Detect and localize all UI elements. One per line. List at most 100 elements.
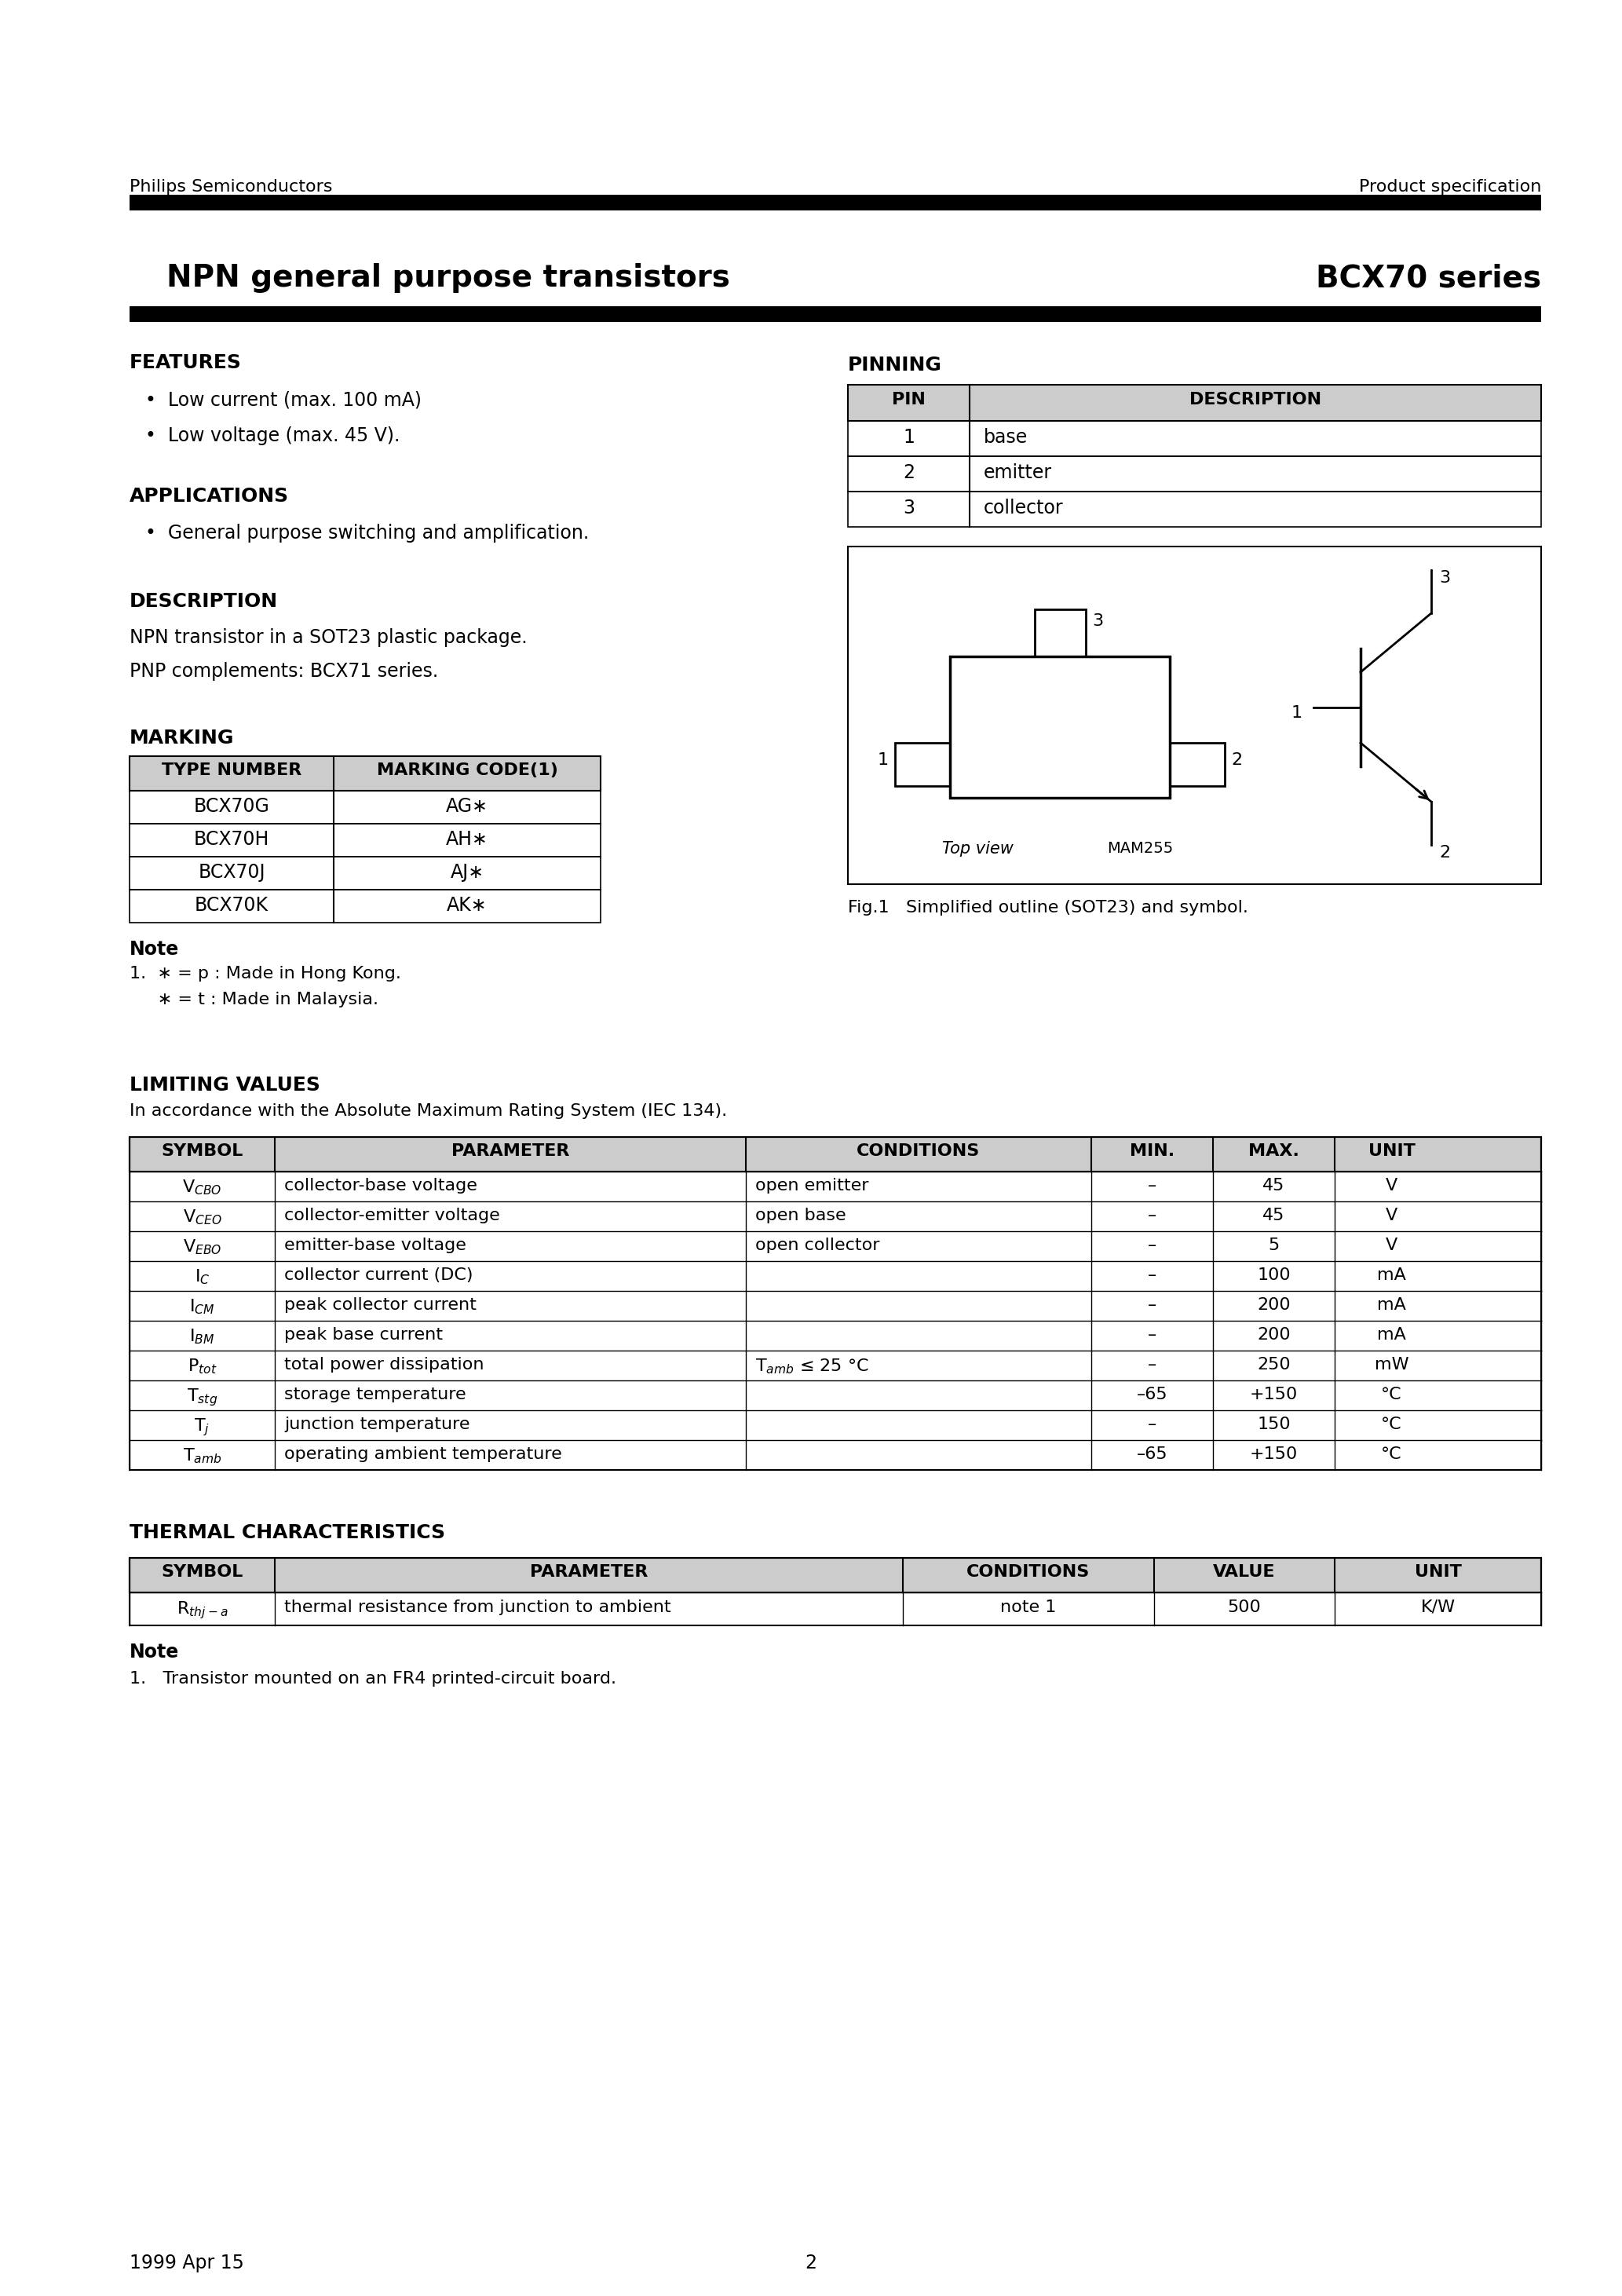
- Bar: [1035, 608, 1085, 657]
- Text: 1.  ∗ = p : Made in Hong Kong.: 1. ∗ = p : Made in Hong Kong.: [130, 967, 401, 980]
- Text: collector: collector: [983, 498, 1064, 517]
- Text: mA: mA: [1377, 1297, 1406, 1313]
- Text: 1: 1: [903, 427, 915, 448]
- Bar: [130, 856, 600, 889]
- Bar: [130, 305, 1541, 321]
- Text: operating ambient temperature: operating ambient temperature: [284, 1446, 561, 1463]
- Bar: [1169, 744, 1225, 785]
- Text: open emitter: open emitter: [756, 1178, 869, 1194]
- Text: DESCRIPTION: DESCRIPTION: [1189, 393, 1322, 406]
- Text: –: –: [1148, 1178, 1156, 1194]
- Text: –: –: [1148, 1267, 1156, 1283]
- Text: T$_{amb}$ ≤ 25 °C: T$_{amb}$ ≤ 25 °C: [756, 1357, 869, 1375]
- Text: total power dissipation: total power dissipation: [284, 1357, 483, 1373]
- Text: peak base current: peak base current: [284, 1327, 443, 1343]
- Bar: [848, 546, 1541, 884]
- Text: V$_{CBO}$: V$_{CBO}$: [182, 1178, 222, 1196]
- Text: 5: 5: [1268, 1238, 1280, 1254]
- Text: PINNING: PINNING: [848, 356, 942, 374]
- Text: 3: 3: [1439, 569, 1450, 585]
- Text: –: –: [1148, 1417, 1156, 1433]
- Text: mW: mW: [1374, 1357, 1408, 1373]
- Text: AK∗: AK∗: [448, 895, 487, 914]
- Bar: [130, 1559, 1541, 1626]
- Text: –: –: [1148, 1238, 1156, 1254]
- Text: 2: 2: [903, 464, 915, 482]
- Text: P$_{tot}$: P$_{tot}$: [187, 1357, 217, 1375]
- Text: open collector: open collector: [756, 1238, 879, 1254]
- Text: °C: °C: [1380, 1387, 1401, 1403]
- Bar: [848, 386, 1541, 420]
- Text: Note: Note: [130, 1642, 178, 1662]
- Bar: [848, 420, 1541, 457]
- Text: CONDITIONS: CONDITIONS: [856, 1143, 980, 1159]
- Text: NPN transistor in a SOT23 plastic package.: NPN transistor in a SOT23 plastic packag…: [130, 629, 527, 647]
- Bar: [130, 824, 600, 856]
- Text: T$_j$: T$_j$: [195, 1417, 211, 1437]
- Text: 45: 45: [1262, 1208, 1285, 1224]
- Bar: [130, 889, 600, 923]
- Text: AH∗: AH∗: [446, 829, 488, 850]
- Bar: [950, 657, 1169, 797]
- Text: 1: 1: [1291, 705, 1302, 721]
- Bar: [895, 744, 950, 785]
- Text: –: –: [1148, 1357, 1156, 1373]
- Text: THERMAL CHARACTERISTICS: THERMAL CHARACTERISTICS: [130, 1522, 446, 1543]
- Text: V: V: [1385, 1238, 1398, 1254]
- Text: peak collector current: peak collector current: [284, 1297, 477, 1313]
- Text: °C: °C: [1380, 1446, 1401, 1463]
- Bar: [130, 1559, 1541, 1593]
- Text: 3: 3: [1092, 613, 1103, 629]
- Text: FEATURES: FEATURES: [130, 354, 242, 372]
- Text: PARAMETER: PARAMETER: [451, 1143, 569, 1159]
- Text: mA: mA: [1377, 1267, 1406, 1283]
- Text: MAX.: MAX.: [1249, 1143, 1299, 1159]
- Text: junction temperature: junction temperature: [284, 1417, 470, 1433]
- Bar: [130, 195, 1541, 211]
- Text: V$_{EBO}$: V$_{EBO}$: [183, 1238, 222, 1256]
- Text: BCX70J: BCX70J: [198, 863, 266, 882]
- Text: collector-base voltage: collector-base voltage: [284, 1178, 477, 1194]
- Text: Fig.1   Simplified outline (SOT23) and symbol.: Fig.1 Simplified outline (SOT23) and sym…: [848, 900, 1249, 916]
- Text: collector current (DC): collector current (DC): [284, 1267, 474, 1283]
- Text: –65: –65: [1137, 1446, 1168, 1463]
- Text: collector-emitter voltage: collector-emitter voltage: [284, 1208, 500, 1224]
- Text: storage temperature: storage temperature: [284, 1387, 466, 1403]
- Text: 3: 3: [903, 498, 915, 517]
- Bar: [130, 1137, 1541, 1171]
- Text: MARKING CODE(1): MARKING CODE(1): [376, 762, 558, 778]
- Text: K/W: K/W: [1421, 1600, 1455, 1614]
- Text: VALUE: VALUE: [1213, 1564, 1275, 1580]
- Text: 200: 200: [1257, 1297, 1291, 1313]
- Text: •  Low voltage (max. 45 V).: • Low voltage (max. 45 V).: [146, 427, 401, 445]
- Text: SYMBOL: SYMBOL: [161, 1564, 243, 1580]
- Text: BCX70K: BCX70K: [195, 895, 269, 914]
- Text: MARKING: MARKING: [130, 728, 234, 748]
- Text: 45: 45: [1262, 1178, 1285, 1194]
- Text: DESCRIPTION: DESCRIPTION: [130, 592, 277, 611]
- Text: PNP complements: BCX71 series.: PNP complements: BCX71 series.: [130, 661, 438, 682]
- Text: –: –: [1148, 1297, 1156, 1313]
- Text: V: V: [1385, 1178, 1398, 1194]
- Text: emitter: emitter: [983, 464, 1053, 482]
- Text: APPLICATIONS: APPLICATIONS: [130, 487, 289, 505]
- Text: UNIT: UNIT: [1367, 1143, 1414, 1159]
- Text: T$_{amb}$: T$_{amb}$: [183, 1446, 222, 1465]
- Text: Product specification: Product specification: [1359, 179, 1541, 195]
- Text: Philips Semiconductors: Philips Semiconductors: [130, 179, 333, 195]
- Text: SYMBOL: SYMBOL: [161, 1143, 243, 1159]
- Text: R$_{th j-a}$: R$_{th j-a}$: [177, 1600, 229, 1621]
- Text: +150: +150: [1251, 1446, 1298, 1463]
- Text: –: –: [1148, 1208, 1156, 1224]
- Text: MAM255: MAM255: [1106, 840, 1173, 856]
- Text: ∗ = t : Made in Malaysia.: ∗ = t : Made in Malaysia.: [130, 992, 378, 1008]
- Text: mA: mA: [1377, 1327, 1406, 1343]
- Text: +150: +150: [1251, 1387, 1298, 1403]
- Text: open base: open base: [756, 1208, 847, 1224]
- Text: MIN.: MIN.: [1129, 1143, 1174, 1159]
- Bar: [130, 755, 600, 790]
- Text: V: V: [1385, 1208, 1398, 1224]
- Text: I$_{BM}$: I$_{BM}$: [190, 1327, 214, 1345]
- Text: 150: 150: [1257, 1417, 1291, 1433]
- Text: base: base: [983, 427, 1028, 448]
